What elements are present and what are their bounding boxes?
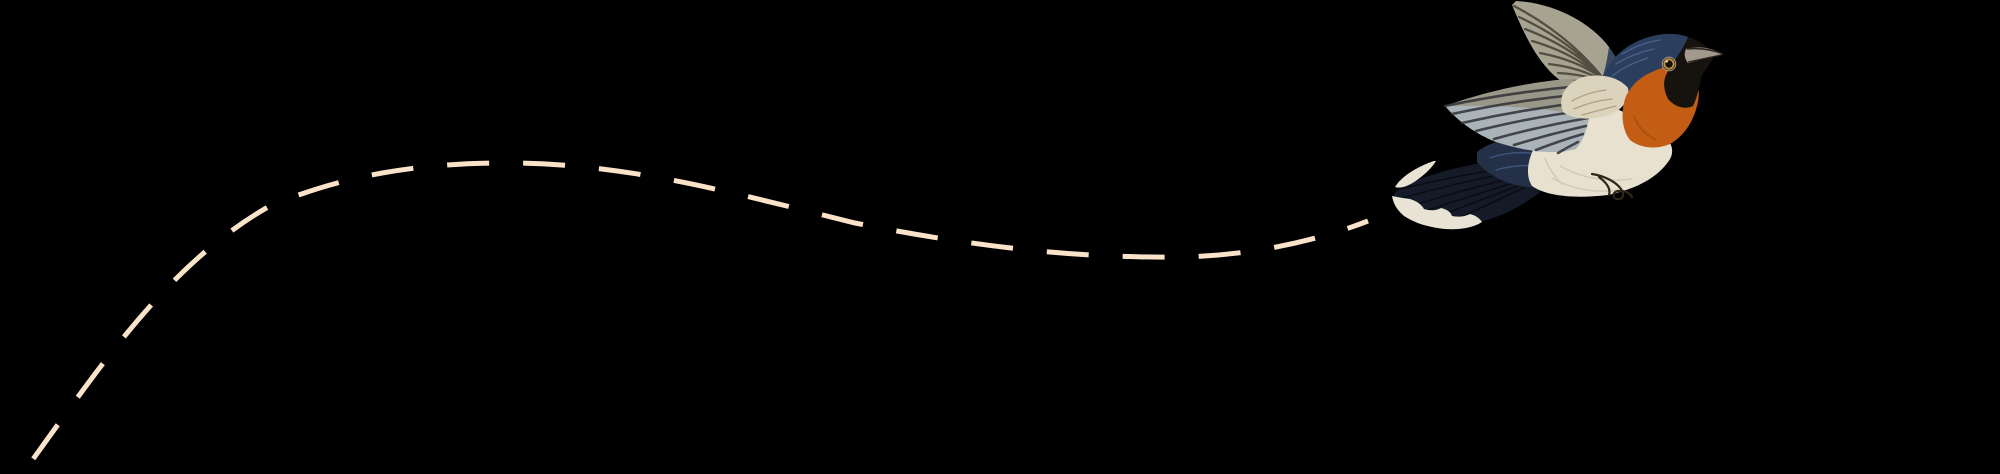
bird-tail-white-tips bbox=[1392, 196, 1482, 230]
feather-stripe bbox=[1492, 116, 1590, 141]
streak-line bbox=[1571, 89, 1607, 102]
bird-crown-sheen bbox=[1611, 39, 1661, 77]
shade-line bbox=[1544, 157, 1563, 185]
shade-line bbox=[1551, 177, 1619, 192]
bird-tail-white-outer-feather bbox=[1395, 161, 1436, 188]
eye-outer-ring bbox=[1661, 56, 1677, 72]
feather-stripe bbox=[1534, 132, 1585, 152]
shade-line bbox=[1633, 115, 1657, 141]
foot-toe bbox=[1597, 175, 1611, 197]
sheen-line bbox=[1615, 48, 1655, 65]
bird-illustration bbox=[1392, 1, 1724, 230]
eye-pupil bbox=[1666, 61, 1672, 67]
eye-glint bbox=[1665, 60, 1669, 63]
bird-feet bbox=[1590, 172, 1634, 201]
beak-culmen-line bbox=[1686, 47, 1724, 55]
bird-eye bbox=[1661, 56, 1677, 72]
streak-line bbox=[1581, 105, 1617, 116]
feather-stripe bbox=[1443, 84, 1582, 108]
beak-gape-line bbox=[1687, 54, 1722, 63]
eye-iris bbox=[1663, 58, 1675, 70]
dashed-flight-path bbox=[19, 160, 1369, 474]
bird-belly-shading bbox=[1544, 157, 1633, 192]
bird-shoulder-streaks bbox=[1571, 89, 1617, 116]
bird-beak bbox=[1684, 47, 1724, 63]
sheen-line bbox=[1611, 57, 1649, 77]
foot-curl bbox=[1590, 172, 1634, 201]
streak-line bbox=[1573, 98, 1613, 110]
feather-stripe bbox=[1556, 140, 1580, 155]
feather-stripe bbox=[1512, 124, 1588, 147]
shade-line bbox=[1559, 165, 1633, 181]
sheen-line bbox=[1621, 39, 1661, 55]
